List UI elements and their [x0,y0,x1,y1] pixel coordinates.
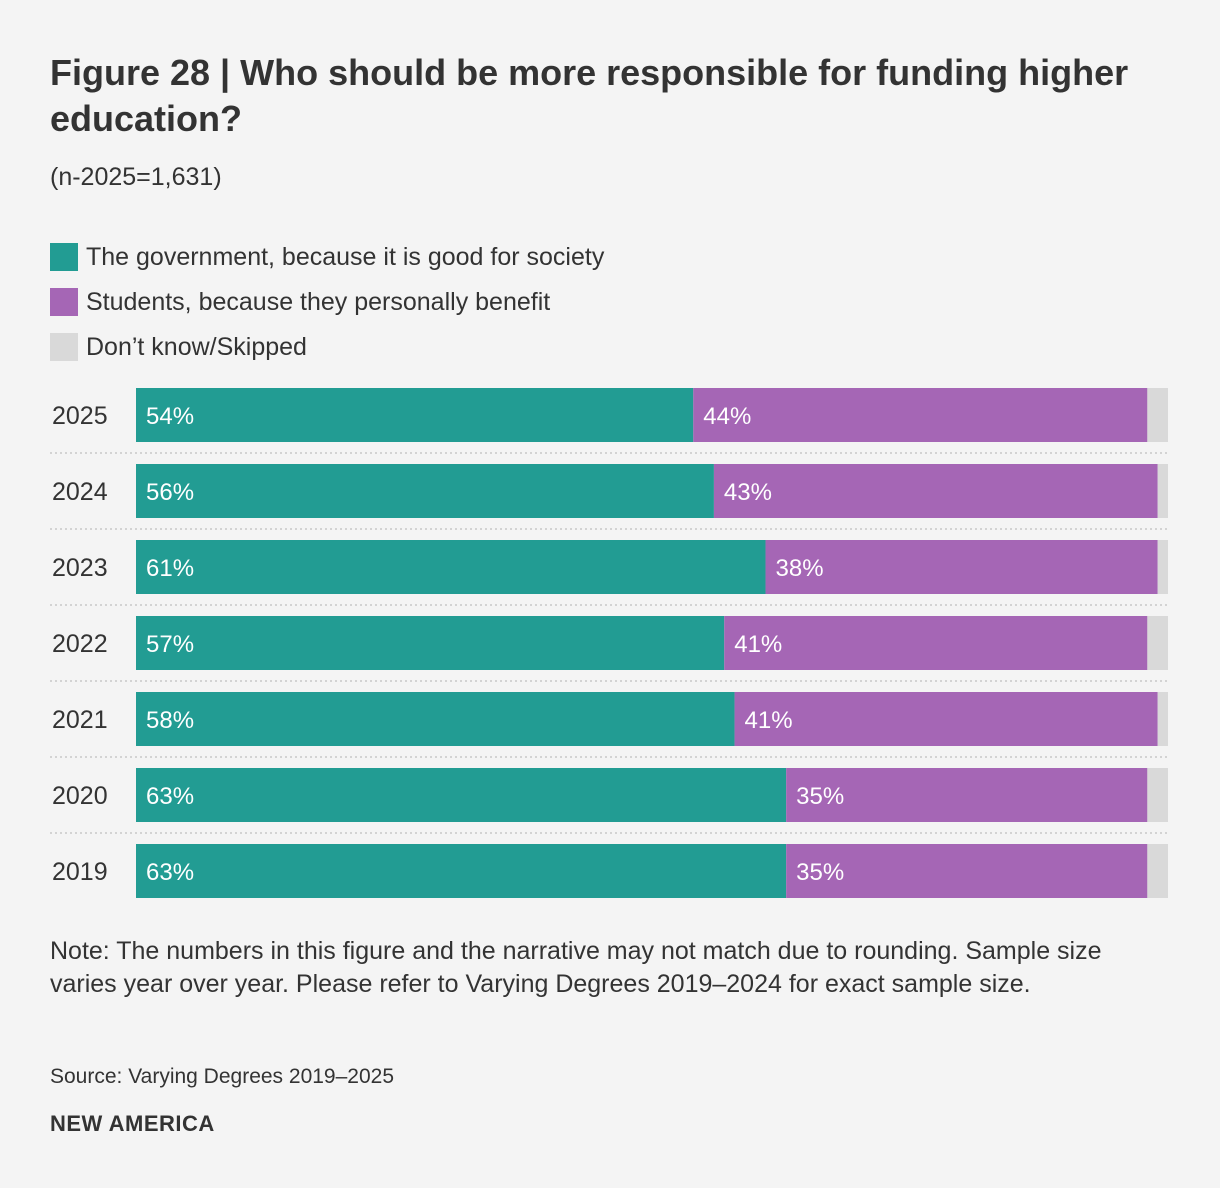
category-label-2025: 2025 [52,402,108,430]
data-label-2020-series-0: 63% [146,783,194,810]
bar-segment-2020-series-0 [136,768,787,822]
data-label-2022-series-1: 41% [734,631,782,658]
bar-segment-2019-series-2 [1147,844,1168,898]
legend: The government, because it is good for s… [50,234,604,369]
legend-swatch-students [50,287,78,316]
bar-segment-2022-series-2 [1147,616,1168,670]
bar-segment-2020-series-2 [1147,768,1168,822]
bar-segment-2024-series-1 [713,464,1158,518]
bar-segment-2024-series-2 [1157,464,1168,518]
chart-title: Figure 28 | Who should be more responsib… [50,52,1129,139]
bar-segment-2025-series-1 [693,388,1148,442]
footnote: Note: The numbers in this figure and the… [50,937,1102,998]
legend-item-government: The government, because it is good for s… [50,234,604,279]
data-label-2023-series-1: 38% [776,555,824,582]
data-label-2025-series-1: 44% [703,403,751,430]
legend-label-students: Students, because they personally benefi… [86,287,551,316]
legend-item-students: Students, because they personally benefi… [50,279,604,324]
category-label-2024: 2024 [52,478,108,506]
category-label-2021: 2021 [52,706,108,734]
data-label-2019-series-1: 35% [796,859,844,886]
bar-segment-2025-series-0 [136,388,694,442]
bar-segment-2019-series-1 [786,844,1148,898]
bar-segment-2022-series-1 [724,616,1148,670]
bar-segment-2021-series-2 [1157,692,1168,746]
brand-logo-text: NEW AMERICA [50,1111,215,1136]
data-label-2020-series-1: 35% [796,783,844,810]
data-label-2024-series-0: 56% [146,479,194,506]
bar-segment-2021-series-1 [734,692,1158,746]
bar-segment-2024-series-0 [136,464,714,518]
bar-segment-2020-series-1 [786,768,1148,822]
legend-swatch-government [50,242,78,271]
bar-segment-2023-series-0 [136,540,766,594]
sample-size-note: (n-2025=1,631) [50,163,222,191]
data-label-2021-series-0: 58% [146,707,194,734]
data-label-2021-series-1: 41% [745,707,793,734]
legend-label-dont-know: Don’t know/Skipped [86,332,307,361]
category-label-2023: 2023 [52,554,108,582]
bar-segment-2022-series-0 [136,616,725,670]
category-label-2022: 2022 [52,630,108,658]
legend-label-government: The government, because it is good for s… [86,242,605,271]
bar-segment-2019-series-0 [136,844,787,898]
stacked-bar-chart: 2025 54% 44% 2024 56% 43% 2023 61% 38% 2022 57% 41%… [50,388,1168,898]
bar-segment-2023-series-2 [1157,540,1168,594]
data-label-2024-series-1: 43% [724,479,772,506]
data-label-2022-series-0: 57% [146,631,194,658]
data-label-2025-series-0: 54% [146,403,194,430]
source-line: Source: Varying Degrees 2019–2025 [50,1065,395,1088]
legend-swatch-dont-know [50,332,78,361]
data-label-2023-series-0: 61% [146,555,194,582]
category-label-2019: 2019 [52,858,108,886]
bar-segment-2025-series-2 [1147,388,1168,442]
bar-segment-2023-series-1 [765,540,1158,594]
category-label-2020: 2020 [52,782,108,810]
data-label-2019-series-0: 63% [146,859,194,886]
legend-item-dont-know: Don’t know/Skipped [50,324,604,369]
bar-segment-2021-series-0 [136,692,735,746]
